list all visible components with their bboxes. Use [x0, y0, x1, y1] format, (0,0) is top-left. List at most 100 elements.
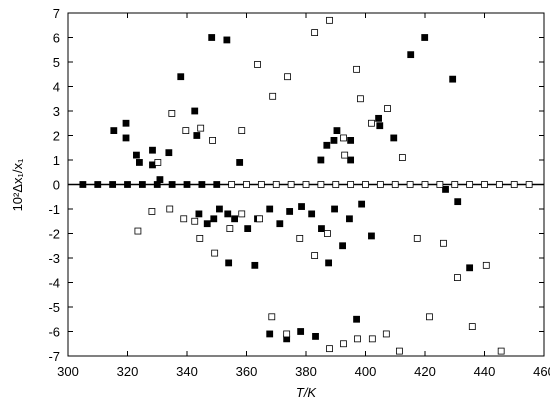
- point: [339, 242, 346, 250]
- point: [449, 75, 457, 83]
- point: [333, 127, 341, 134]
- point: [196, 234, 204, 242]
- x-tick-label: 440: [474, 364, 496, 379]
- point: [110, 127, 118, 134]
- point: [407, 51, 415, 59]
- point: [391, 181, 399, 188]
- point: [180, 215, 188, 223]
- point: [109, 181, 117, 188]
- point: [211, 249, 219, 257]
- point: [341, 151, 349, 159]
- point: [368, 335, 376, 343]
- point: [297, 328, 305, 335]
- point: [421, 181, 429, 188]
- point: [495, 181, 503, 188]
- point: [165, 149, 173, 157]
- point: [347, 136, 355, 144]
- point: [182, 127, 190, 134]
- point: [231, 215, 239, 223]
- point: [396, 347, 403, 355]
- point: [134, 227, 142, 235]
- point: [354, 335, 361, 343]
- point: [213, 181, 221, 188]
- point: [311, 29, 319, 37]
- point: [135, 159, 143, 166]
- x-tick-label: 380: [295, 364, 317, 379]
- y-tick-label: 0: [53, 178, 60, 193]
- point: [376, 181, 384, 188]
- point: [238, 127, 246, 134]
- point: [122, 119, 130, 127]
- point: [286, 208, 294, 215]
- point: [122, 134, 130, 142]
- y-axis-label: 10²Δx₁/x₁: [10, 158, 25, 211]
- point: [133, 151, 140, 159]
- point: [468, 323, 476, 331]
- y-tick-label: -5: [48, 300, 60, 315]
- point: [312, 332, 319, 340]
- y-tick-label: -7: [48, 349, 60, 364]
- y-tick-label: 4: [53, 80, 60, 95]
- point: [421, 34, 429, 41]
- point: [243, 181, 250, 188]
- point: [198, 181, 206, 188]
- point: [466, 264, 474, 272]
- point: [376, 122, 384, 130]
- point: [148, 208, 156, 215]
- point: [347, 156, 355, 164]
- point: [330, 136, 338, 144]
- point: [382, 330, 390, 338]
- point: [226, 225, 234, 233]
- point: [210, 215, 218, 223]
- y-tick-label: 7: [53, 6, 60, 21]
- point: [357, 95, 364, 103]
- point: [191, 107, 199, 115]
- point: [326, 345, 333, 353]
- y-tick-label: -4: [48, 276, 60, 291]
- point: [398, 154, 406, 161]
- point: [390, 134, 398, 142]
- point: [168, 110, 176, 117]
- point: [223, 36, 231, 44]
- point: [368, 119, 375, 127]
- point: [346, 215, 353, 223]
- point: [283, 330, 291, 338]
- x-tick-label: 420: [414, 364, 436, 379]
- y-tick-label: 2: [53, 129, 60, 144]
- point: [451, 181, 459, 188]
- point: [440, 239, 447, 247]
- point: [94, 181, 102, 188]
- point: [138, 181, 146, 188]
- point: [251, 261, 259, 269]
- point: [236, 159, 244, 166]
- point: [195, 210, 203, 218]
- point: [266, 330, 274, 338]
- point: [426, 313, 433, 321]
- x-axis-label: T/K: [296, 385, 318, 400]
- point: [375, 114, 382, 122]
- point: [353, 315, 360, 323]
- point: [238, 210, 246, 218]
- y-tick-label: -3: [48, 251, 60, 266]
- point: [436, 181, 444, 188]
- y-tick-label: 5: [53, 55, 60, 70]
- x-tick-label: 300: [57, 364, 79, 379]
- point: [454, 198, 462, 206]
- point: [525, 181, 533, 188]
- point: [276, 220, 284, 228]
- point: [154, 159, 162, 166]
- point: [177, 73, 185, 81]
- point: [216, 205, 223, 213]
- point: [362, 181, 369, 188]
- point: [308, 210, 316, 218]
- point: [203, 220, 211, 228]
- point: [269, 92, 277, 100]
- point: [326, 16, 333, 24]
- point: [124, 181, 131, 188]
- point: [442, 185, 449, 193]
- point: [191, 217, 199, 225]
- point: [325, 259, 333, 267]
- y-tick-label: -6: [48, 325, 60, 340]
- y-tick-label: 1: [53, 153, 60, 168]
